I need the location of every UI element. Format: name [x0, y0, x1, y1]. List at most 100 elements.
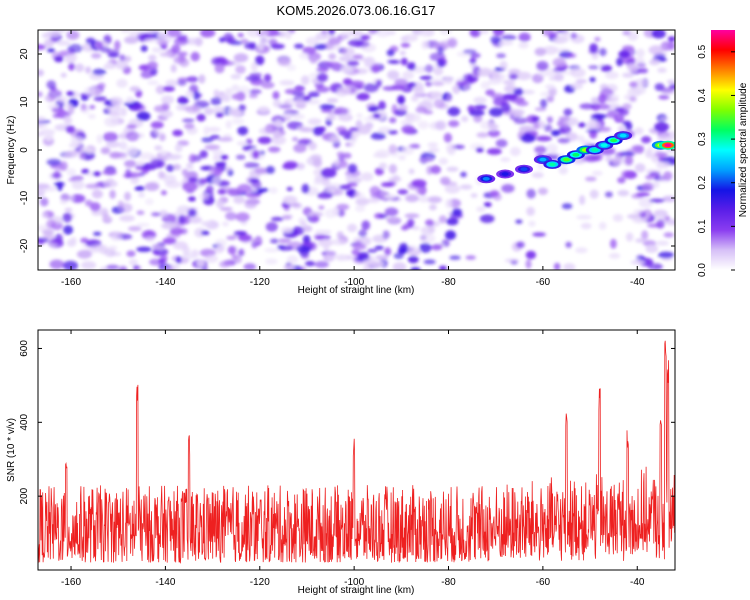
heatmap-cell [579, 103, 595, 110]
heatmap-cell [162, 237, 177, 245]
heatmap-cell [410, 267, 421, 270]
heatmap-cell [391, 104, 398, 114]
heatmap-cell [240, 38, 249, 44]
heatmap-cell [102, 132, 119, 142]
heatmap-cell [106, 264, 120, 270]
heatmap-cell [248, 89, 262, 95]
heatmap-cell [235, 154, 246, 160]
chart-title: KOM5.2026.073.06.16.G17 [276, 3, 435, 18]
heatmap-cell [605, 155, 613, 162]
x-tick-label: -80 [441, 277, 456, 288]
heatmap-cell [657, 67, 667, 73]
heatmap-cell [634, 127, 644, 135]
heatmap-cell [341, 47, 355, 57]
heatmap-cell [419, 242, 432, 253]
heatmap-cell [359, 57, 372, 62]
heatmap-cell [328, 53, 337, 60]
heatmap-cell [352, 54, 364, 60]
heatmap-cell [658, 116, 671, 121]
heatmap-cell [462, 73, 475, 84]
heatmap-cell [124, 162, 135, 168]
heatmap-cell [439, 176, 451, 185]
heatmap-cell [231, 254, 238, 260]
heatmap-cell [516, 71, 532, 81]
heatmap-cell [347, 163, 358, 174]
heatmap-cell [187, 196, 196, 202]
heatmap-cell [605, 71, 619, 80]
heatmap-cell [366, 198, 380, 204]
heatmap-cell [155, 85, 166, 95]
heatmap-cell [157, 170, 165, 180]
heatmap-cell [228, 107, 243, 117]
heatmap-cell [408, 144, 420, 149]
heatmap-cell [282, 195, 298, 205]
heatmap-cell [355, 204, 366, 212]
heatmap-cell [264, 248, 280, 253]
heatmap-cell [201, 136, 214, 143]
heatmap-cell [340, 30, 353, 40]
heatmap-cell [480, 81, 491, 90]
heatmap-cell [296, 162, 305, 170]
heatmap-cell [520, 133, 536, 143]
heatmap-cell [634, 57, 645, 64]
x-tick-label: -80 [441, 577, 456, 588]
heatmap-cell [435, 120, 447, 131]
heatmap-cell [470, 193, 478, 198]
heatmap-cell [656, 161, 671, 169]
heatmap-cell [120, 30, 131, 34]
heatmap-cell [101, 170, 117, 175]
heatmap-cell [81, 261, 97, 270]
heatmap-cell [483, 202, 492, 208]
heatmap-cell [446, 166, 459, 172]
heatmap-cell [237, 234, 252, 242]
colorbar-tick-label: 0.5 [697, 44, 708, 58]
heatmap-cell [445, 198, 453, 209]
heatmap-cell [124, 55, 132, 62]
heatmap-cell [268, 38, 278, 47]
heatmap-cell [328, 135, 340, 143]
heatmap-cell [356, 112, 363, 119]
heatmap-cell [460, 184, 473, 190]
heatmap-cell [46, 219, 57, 229]
heatmap-cell [271, 216, 284, 222]
heatmap-cell [279, 80, 295, 86]
heatmap-cell [387, 70, 400, 80]
heatmap-cell [358, 192, 365, 200]
heatmap-cell [81, 168, 90, 174]
heatmap-cell [513, 117, 528, 125]
heatmap-cell [614, 107, 626, 113]
x-tick-label: -140 [155, 277, 175, 288]
heatmap-cell [265, 165, 275, 174]
heatmap-cell [405, 113, 421, 123]
heatmap-cell [265, 222, 278, 232]
heatmap-cell [398, 104, 408, 112]
heatmap-cell [309, 58, 318, 64]
heatmap-cell [274, 119, 283, 128]
heatmap-cell [230, 74, 242, 80]
heatmap-cell [314, 43, 327, 50]
heatmap-cell [474, 104, 487, 110]
heatmap-cell [401, 124, 415, 134]
heatmap-cell [38, 44, 46, 50]
heatmap-cell [124, 36, 139, 44]
heatmap-cell [585, 128, 602, 133]
heatmap-cell [554, 73, 564, 82]
heatmap-cell [313, 180, 323, 185]
heatmap-cell [407, 218, 415, 228]
heatmap-cell [300, 75, 310, 85]
heatmap-cell [542, 45, 559, 55]
heatmap-cell [631, 145, 645, 151]
spectrogram-y-axis: -20 -10 0 10 20 [19, 48, 675, 253]
heatmap-cell [257, 136, 272, 145]
heatmap-cell [235, 212, 250, 222]
heatmap-cell [188, 153, 196, 164]
heatmap-cell [303, 96, 312, 101]
heatmap-cell [337, 114, 350, 121]
heatmap-cell [213, 89, 220, 97]
heatmap-cell [598, 48, 607, 57]
heatmap-cell [38, 237, 49, 243]
heatmap-cell [317, 126, 326, 132]
heatmap-cell [163, 174, 177, 184]
heatmap-cell [375, 30, 390, 38]
heatmap-cell [360, 172, 374, 182]
